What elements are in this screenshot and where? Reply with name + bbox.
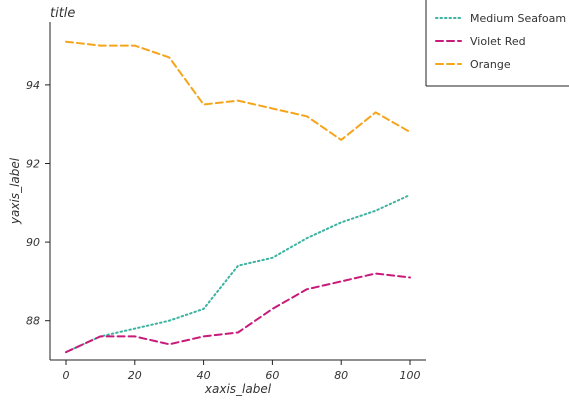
x-ticks: 0 20 40 60 80 100 — [63, 360, 421, 382]
series-line-medium-seafoam — [65, 193, 411, 354]
legend-label-violet-red: Violet Red — [470, 35, 526, 48]
x-tick-label: 80 — [334, 369, 348, 382]
series-lines — [65, 40, 411, 354]
plot-area: 88 90 92 94 0 20 40 60 80 100 — [26, 22, 426, 382]
x-tick-label: 0 — [63, 369, 70, 382]
y-ticks: 88 90 92 94 — [26, 79, 50, 328]
x-axis-label: xaxis_label — [204, 382, 272, 396]
series-line-violet-red — [65, 272, 411, 354]
legend-label-medium-seafoam: Medium Seafoam — [470, 12, 566, 25]
y-tick-label: 94 — [26, 79, 40, 92]
x-tick-label: 100 — [400, 369, 421, 382]
y-tick-label: 88 — [26, 315, 40, 328]
legend: Medium Seafoam Violet Red Orange — [425, 0, 569, 87]
y-tick-label: 92 — [26, 157, 40, 170]
chart-title: title — [50, 6, 75, 21]
x-tick-label: 60 — [265, 369, 279, 382]
y-axis-label: yaxis_label — [8, 157, 22, 225]
legend-label-orange: Orange — [470, 58, 511, 71]
series-line-orange — [65, 40, 411, 141]
x-tick-label: 20 — [128, 369, 142, 382]
y-tick-label: 90 — [26, 236, 40, 249]
x-tick-label: 40 — [197, 369, 211, 382]
